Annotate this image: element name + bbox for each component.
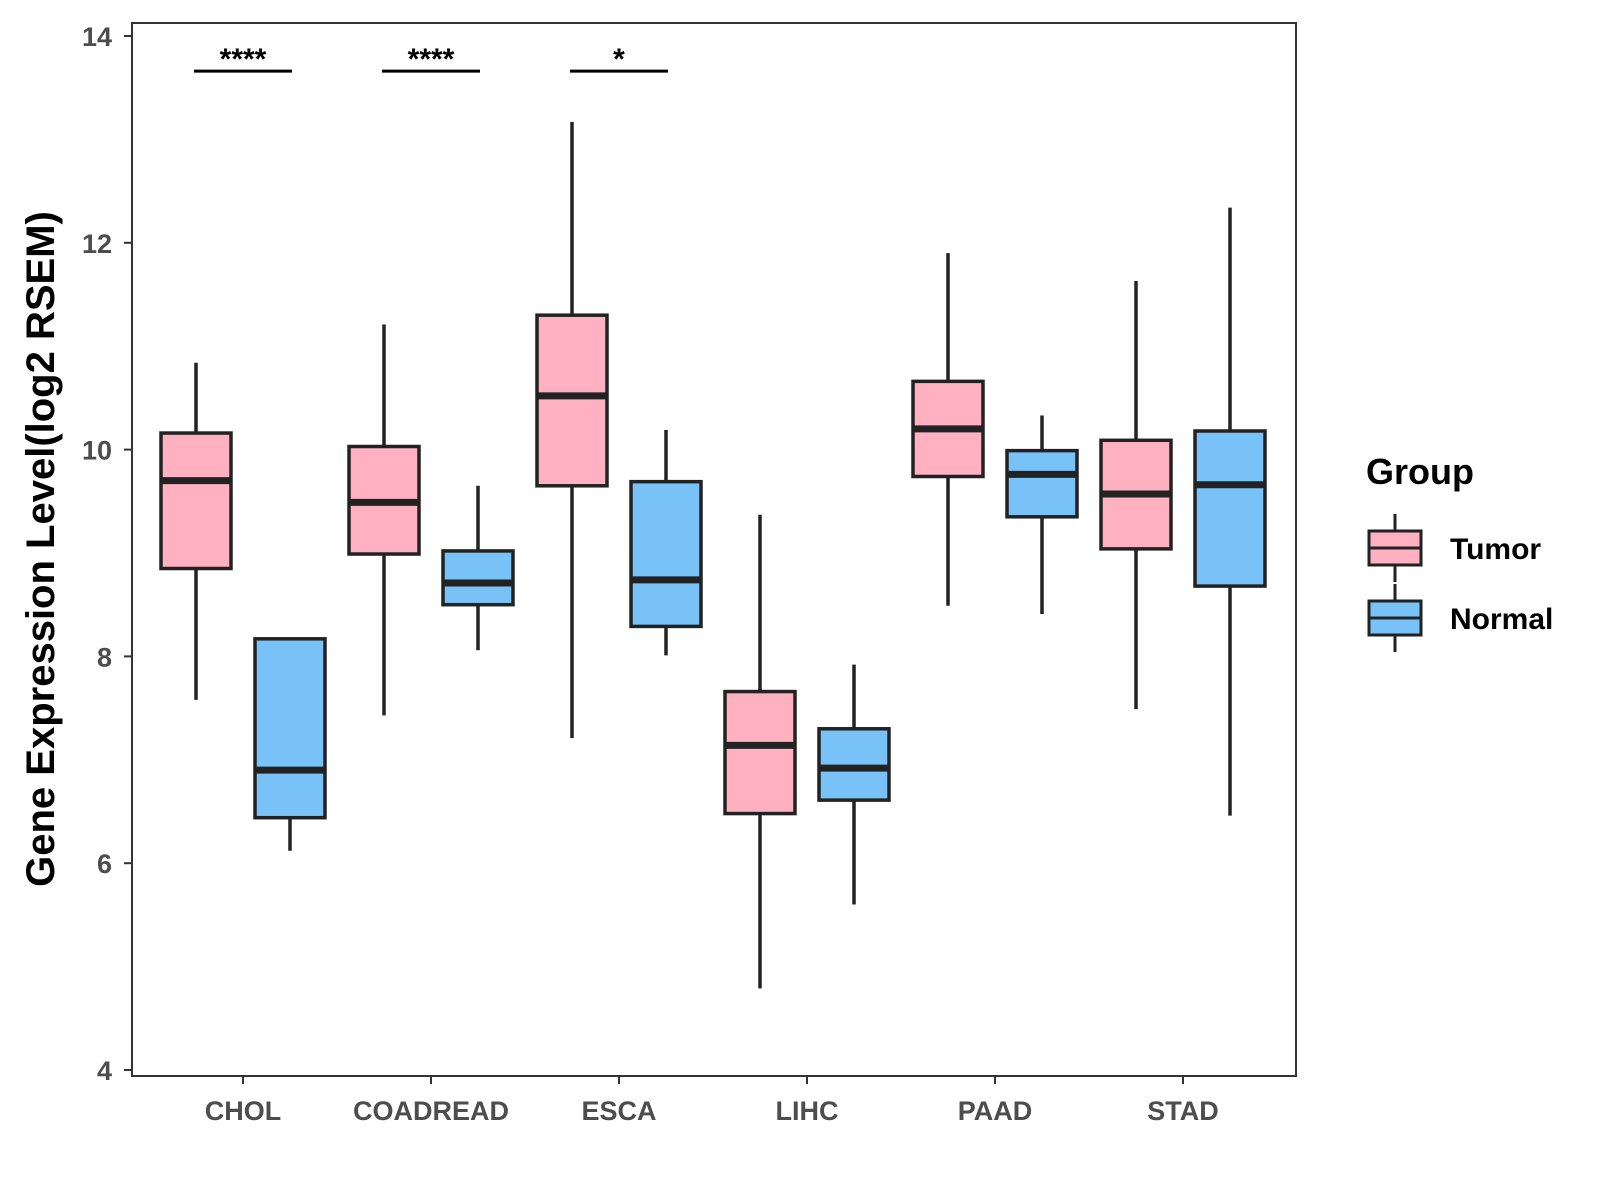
significance-esca: * [570,43,668,76]
plot-layer: **** **** * [159,43,1267,989]
legend-title: Group [1366,451,1474,492]
legend-label-normal: Normal [1450,603,1553,636]
x-tick-label: CHOL [205,1096,282,1126]
x-tick-label: PAAD [958,1096,1033,1126]
significance-label: **** [408,43,455,76]
x-tick-label: STAD [1147,1096,1219,1126]
significance-label: **** [220,43,267,76]
box-tumor-esca [535,121,609,739]
box-iqr [441,549,515,607]
box-normal-stad [1193,207,1267,816]
legend-key-tumor [1367,514,1423,582]
box-iqr [629,479,703,629]
box-tumor-lihc [723,514,797,989]
box-tumor-chol [159,362,233,700]
y-tick-label: 10 [82,436,112,466]
y-tick-label: 4 [97,1056,112,1086]
significance-label: * [613,43,625,76]
box-tumor-coadread [347,324,421,716]
y-axis-title: Gene Expression Level(log2 RSEM) [19,211,63,887]
box-iqr [1005,448,1079,519]
box-normal-chol [253,637,327,851]
box-iqr [159,431,233,571]
box-iqr [723,689,797,816]
legend-label-tumor: Tumor [1450,533,1541,566]
plot-panel-border [131,22,1297,1077]
x-tick-label: ESCA [581,1096,656,1126]
box-normal-paad [1005,415,1079,615]
x-tick-label: LIHC [776,1096,839,1126]
box-tumor-stad [1099,281,1173,710]
significance-chol: **** [194,43,292,76]
y-tick-label: 12 [82,229,112,259]
box-iqr [1193,429,1267,588]
legend-key-normal [1367,584,1423,652]
box-tumor-paad [911,253,985,606]
box-iqr [817,727,891,802]
axes: 4 6 8 10 12 14 CHOL COADREAD ESCA LIHC PAAD STAD [82,22,1219,1126]
box-normal-lihc [817,664,891,905]
box-iqr [253,637,327,820]
y-tick-label: 8 [97,642,112,672]
x-tick-label: COADREAD [353,1096,509,1126]
significance-coadread: **** [382,43,480,76]
box-normal-esca [629,429,703,656]
legend: Group Tumor Normal [1366,451,1553,652]
y-tick-label: 6 [97,849,112,879]
box-normal-coadread [441,485,515,651]
y-tick-label: 14 [82,22,112,52]
box-iqr [535,313,609,488]
